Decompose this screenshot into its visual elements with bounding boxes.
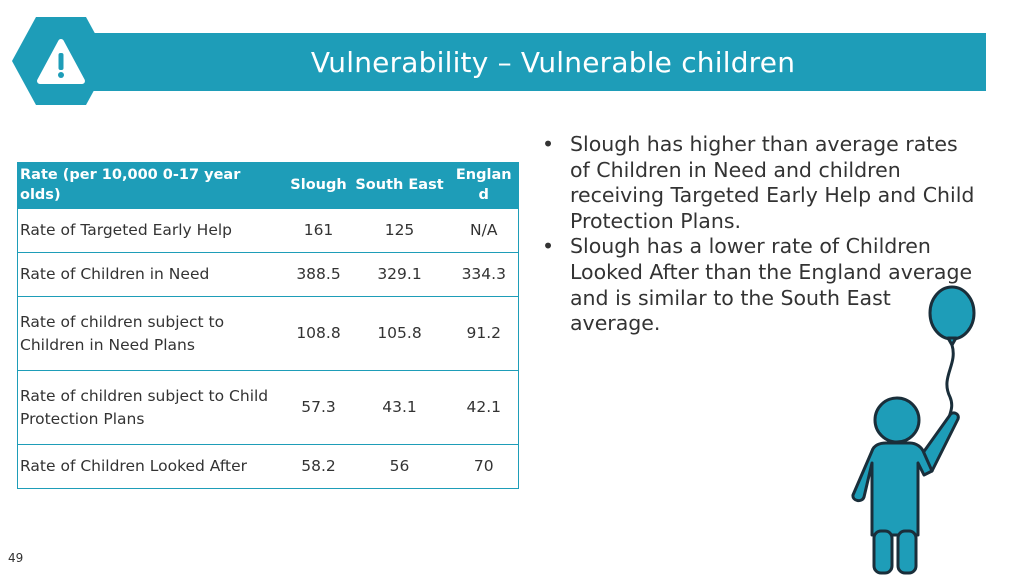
list-item: • Slough has a lower rate of Children Loo… <box>542 234 973 336</box>
list-item: • Slough has higher than average rates of… <box>542 132 975 233</box>
table-header-row: Rate (per 10,000 0-17 year olds) Slough … <box>17 162 519 209</box>
bullet-text: Slough has a lower rate of Children Look… <box>570 234 973 336</box>
row-label: Rate of Children in Need <box>17 252 288 297</box>
cell-slough: 161 <box>287 208 350 253</box>
cell-south-east: 329.1 <box>349 252 450 297</box>
cell-south-east: 43.1 <box>349 370 450 445</box>
header-england: England <box>449 162 519 209</box>
warning-icon <box>12 17 110 105</box>
cell-south-east: 56 <box>349 444 450 489</box>
child-with-balloon-icon <box>851 285 976 575</box>
slide-title: Vulnerability – Vulnerable children <box>310 45 796 79</box>
row-label: Rate of Children Looked After <box>17 444 288 489</box>
key-findings-list: • Slough has higher than average rates of… <box>542 132 982 337</box>
cell-england: 70 <box>449 444 519 489</box>
table-row: Rate of children subject to Children in … <box>17 296 519 371</box>
row-label: Rate of Targeted Early Help <box>17 208 288 253</box>
cell-slough: 57.3 <box>287 370 350 445</box>
cell-england: 42.1 <box>449 370 519 445</box>
bullet-text: Slough has higher than average rates of … <box>570 132 975 233</box>
vulnerable-children-table: Rate (per 10,000 0-17 year olds) Slough … <box>17 162 519 489</box>
cell-slough: 388.5 <box>287 252 350 297</box>
page-number: 49 <box>8 551 24 565</box>
table-row: Rate of Children Looked After 58.2 56 70 <box>17 444 519 489</box>
cell-south-east: 125 <box>349 208 450 253</box>
table-row: Rate of children subject to Child Protec… <box>17 370 519 445</box>
table-row: Rate of Children in Need 388.5 329.1 334… <box>17 252 519 297</box>
row-label: Rate of children subject to Children in … <box>17 296 288 371</box>
table-row: Rate of Targeted Early Help 161 125 N/A <box>17 208 519 253</box>
header-south-east: South East <box>349 162 450 209</box>
row-label: Rate of children subject to Child Protec… <box>17 370 288 445</box>
cell-england: 334.3 <box>449 252 519 297</box>
header-slough: Slough <box>287 162 350 209</box>
title-bar: Vulnerability – Vulnerable children <box>80 33 986 91</box>
cell-slough: 58.2 <box>287 444 350 489</box>
cell-england: N/A <box>449 208 519 253</box>
cell-south-east: 105.8 <box>349 296 450 371</box>
header-rate: Rate (per 10,000 0-17 year olds) <box>17 162 288 209</box>
cell-slough: 108.8 <box>287 296 350 371</box>
cell-england: 91.2 <box>449 296 519 371</box>
